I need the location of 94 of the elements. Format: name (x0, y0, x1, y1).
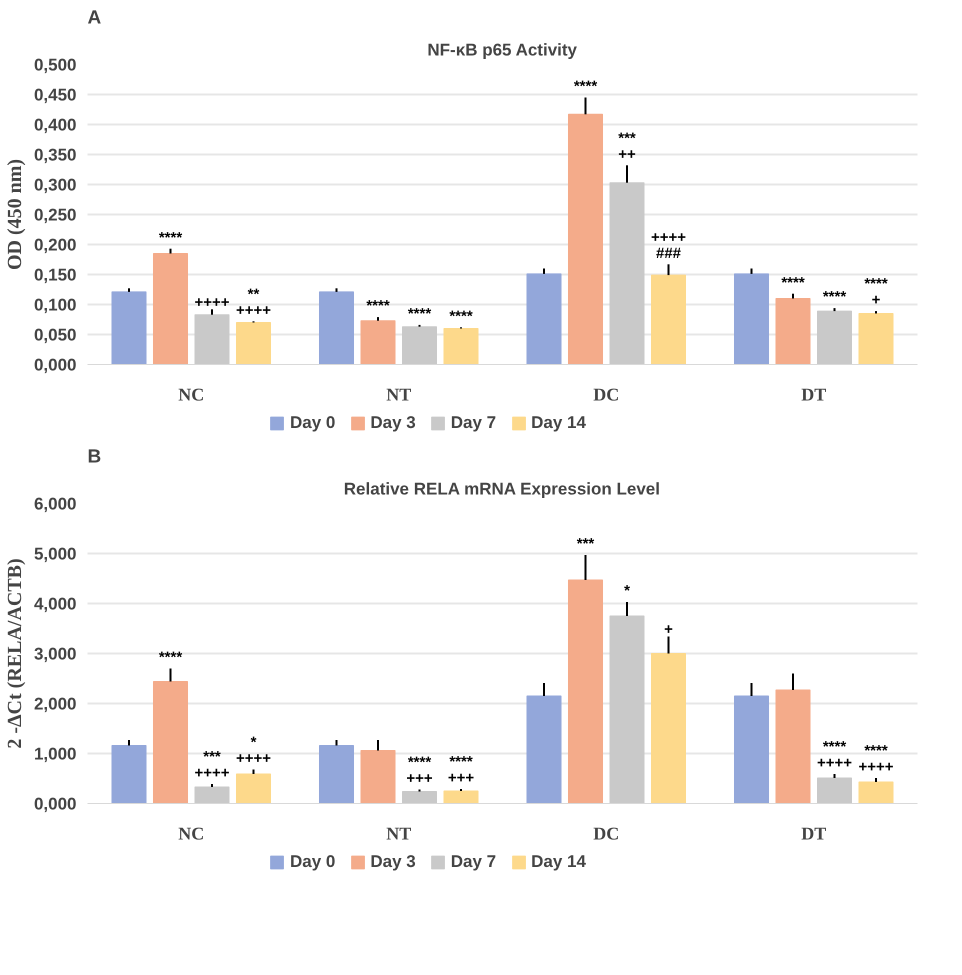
x-tick-label: NT (386, 384, 412, 404)
y-tick-label: 0,050 (34, 326, 77, 344)
bar (775, 298, 811, 364)
data-label: **** (574, 78, 598, 96)
x-tick-label: DC (593, 384, 620, 404)
y-tick-label: 0,500 (34, 56, 77, 74)
bar (443, 790, 479, 804)
data-label: ** ++++ (236, 286, 272, 319)
text: A (88, 8, 102, 28)
bar (526, 273, 562, 364)
bar (568, 114, 604, 364)
y-tick-label: 5,000 (34, 544, 77, 564)
y-tick-label: 2,000 (34, 694, 77, 714)
bar (816, 310, 852, 364)
data-label: **** (449, 308, 473, 325)
bar (858, 782, 894, 804)
bar (152, 681, 188, 804)
data-label: * ++++ (236, 734, 272, 768)
data-label: ++++ (194, 294, 230, 311)
data-label: **** + (864, 276, 888, 309)
legend-label: Day 14 (531, 413, 586, 433)
bar (526, 696, 562, 804)
bar (318, 745, 354, 804)
y-tick-label: 0,150 (34, 266, 77, 284)
legend-label: Day 14 (531, 852, 586, 872)
y-tick-label: 0,350 (34, 146, 77, 164)
bar (194, 314, 230, 364)
y-tick-label: 0,250 (34, 206, 77, 224)
y-tick-label: 3,000 (34, 644, 77, 664)
bar (360, 320, 396, 364)
bar (650, 274, 686, 364)
bar (568, 580, 604, 804)
y-tick-label: 0,100 (34, 296, 77, 314)
data-label: **** +++ (448, 753, 474, 787)
data-label: **** +++ (406, 754, 433, 788)
data-label: **** ++++ (858, 742, 894, 776)
x-tick-label: DT (801, 384, 826, 404)
y-tick-label: 0,450 (34, 86, 77, 104)
y-axis-title: 2 -ΔCt (RELA/ACTB) (4, 558, 26, 749)
bar (402, 326, 438, 364)
data-label: + (664, 621, 674, 638)
data-label: ++++ ### (650, 228, 686, 262)
y-tick-label: 4,000 (34, 594, 77, 614)
bar (152, 253, 188, 364)
bar (443, 328, 479, 364)
bar (236, 322, 272, 364)
data-label: **** (366, 298, 390, 315)
data-label: **** (408, 306, 432, 322)
data-label: **** (781, 274, 805, 292)
bar (236, 774, 272, 804)
bar (734, 696, 770, 804)
chart-title: NF-κB p65 Activity (427, 40, 578, 60)
bar (194, 786, 230, 804)
data-label: **** ++++ (816, 738, 852, 772)
data-label: **** (158, 649, 182, 666)
data-label: *** ++++ (194, 748, 230, 782)
bar (609, 616, 645, 804)
y-tick-label: 0,000 (34, 356, 77, 374)
text: B (88, 446, 102, 468)
bar (858, 313, 894, 364)
y-tick-label: 6,000 (34, 494, 77, 514)
y-tick-label: 0,300 (34, 176, 77, 194)
legend-label: Day 0 (290, 852, 336, 872)
chart-title: Relative RELA mRNA Expression Level (344, 480, 660, 498)
data-label: * (624, 582, 630, 600)
bar (816, 778, 852, 804)
x-tick-label: NT (386, 824, 412, 844)
data-label: *** (576, 536, 594, 553)
y-tick-label: 0,200 (34, 236, 77, 254)
bar (360, 750, 396, 804)
y-tick-label: 0,000 (34, 794, 77, 814)
bar (111, 291, 147, 364)
data-label: *** ++ (618, 130, 636, 163)
bar (609, 182, 645, 364)
bar (318, 291, 354, 364)
legend-label: Day 3 (370, 852, 416, 872)
legend-label: Day 0 (290, 413, 336, 433)
data-label: **** (822, 288, 846, 306)
bar (775, 690, 811, 804)
bar (111, 745, 147, 804)
bar (650, 653, 686, 804)
legend-label: Day 7 (450, 413, 496, 433)
y-axis-title: OD (450 nm) (4, 158, 26, 270)
x-tick-label: NC (178, 384, 204, 404)
bar (402, 791, 438, 804)
bar (734, 273, 770, 364)
x-tick-label: DT (801, 824, 826, 844)
data-label: **** (158, 229, 182, 246)
y-tick-label: 1,000 (34, 744, 77, 764)
legend-label: Day 3 (370, 413, 416, 433)
x-tick-label: NC (178, 824, 204, 844)
x-tick-label: DC (593, 824, 620, 844)
legend-label: Day 7 (450, 852, 496, 872)
y-tick-label: 0,400 (34, 116, 77, 134)
